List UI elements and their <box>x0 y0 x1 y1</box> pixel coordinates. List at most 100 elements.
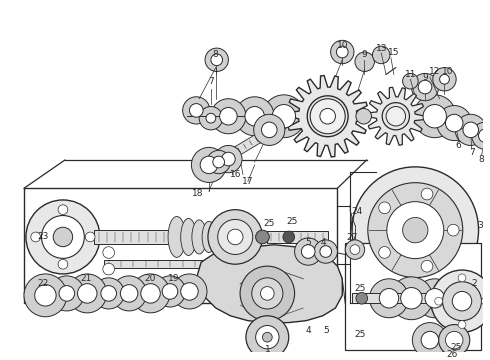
Circle shape <box>262 122 277 138</box>
Circle shape <box>235 97 274 136</box>
Circle shape <box>263 95 305 138</box>
Circle shape <box>310 99 345 134</box>
Polygon shape <box>199 151 232 173</box>
Circle shape <box>356 292 368 304</box>
Text: 9: 9 <box>422 73 428 82</box>
Circle shape <box>387 202 444 258</box>
Circle shape <box>172 274 207 309</box>
Circle shape <box>418 80 432 94</box>
Circle shape <box>352 167 479 293</box>
Circle shape <box>221 152 235 166</box>
Circle shape <box>101 285 117 301</box>
Circle shape <box>200 156 218 174</box>
Circle shape <box>307 96 348 137</box>
Circle shape <box>154 276 186 307</box>
Text: 25: 25 <box>286 217 297 226</box>
Circle shape <box>442 282 482 321</box>
Circle shape <box>440 75 449 84</box>
Circle shape <box>458 274 466 282</box>
Circle shape <box>53 227 73 247</box>
Ellipse shape <box>168 216 186 257</box>
Circle shape <box>26 200 100 274</box>
Circle shape <box>439 325 470 356</box>
Circle shape <box>463 122 479 138</box>
Circle shape <box>423 104 446 128</box>
Circle shape <box>263 332 272 342</box>
Circle shape <box>141 284 160 303</box>
Circle shape <box>413 323 447 357</box>
Text: 25: 25 <box>264 219 275 228</box>
Ellipse shape <box>192 220 206 254</box>
Circle shape <box>369 279 409 318</box>
Bar <box>345 243 482 350</box>
Text: 4: 4 <box>321 238 327 247</box>
Circle shape <box>246 316 289 359</box>
Text: 2: 2 <box>472 279 477 288</box>
Circle shape <box>256 325 279 349</box>
Text: 4: 4 <box>305 326 311 335</box>
Circle shape <box>112 276 147 311</box>
Circle shape <box>24 274 67 317</box>
Circle shape <box>205 48 228 72</box>
Circle shape <box>256 230 270 244</box>
Circle shape <box>220 108 237 125</box>
Circle shape <box>261 287 274 300</box>
Circle shape <box>190 104 203 117</box>
Circle shape <box>42 216 84 258</box>
Circle shape <box>215 145 242 173</box>
Circle shape <box>416 279 454 318</box>
Circle shape <box>421 188 433 200</box>
Circle shape <box>162 284 178 299</box>
Circle shape <box>59 285 74 301</box>
Circle shape <box>31 232 41 242</box>
Circle shape <box>414 95 456 138</box>
Circle shape <box>431 270 490 332</box>
Circle shape <box>211 99 246 134</box>
Text: 18: 18 <box>192 189 203 198</box>
Circle shape <box>245 107 265 126</box>
Circle shape <box>213 156 224 168</box>
Circle shape <box>272 104 295 128</box>
Circle shape <box>103 247 115 258</box>
Text: 27: 27 <box>346 233 358 242</box>
Text: 19: 19 <box>168 274 180 283</box>
Circle shape <box>49 276 84 311</box>
Circle shape <box>455 114 487 145</box>
Circle shape <box>314 240 338 263</box>
Circle shape <box>350 245 360 255</box>
Circle shape <box>437 105 472 141</box>
Circle shape <box>452 292 472 311</box>
Polygon shape <box>287 76 368 157</box>
Circle shape <box>421 331 439 349</box>
Text: 11: 11 <box>405 70 416 79</box>
Ellipse shape <box>181 219 196 256</box>
Circle shape <box>301 245 315 258</box>
Polygon shape <box>367 87 425 145</box>
Circle shape <box>199 107 222 130</box>
Text: 13: 13 <box>375 44 387 53</box>
Circle shape <box>372 46 390 64</box>
Text: 17: 17 <box>242 177 254 186</box>
Circle shape <box>254 114 285 145</box>
Bar <box>24 188 338 303</box>
Circle shape <box>421 260 433 272</box>
Circle shape <box>183 97 210 124</box>
Circle shape <box>320 108 336 124</box>
Circle shape <box>445 114 463 132</box>
Text: 6: 6 <box>455 141 461 150</box>
Text: 25: 25 <box>450 343 462 352</box>
Text: 24: 24 <box>351 207 363 216</box>
Circle shape <box>218 220 253 255</box>
Circle shape <box>403 73 418 89</box>
Circle shape <box>207 150 230 174</box>
Circle shape <box>472 122 490 149</box>
Circle shape <box>192 147 226 183</box>
Polygon shape <box>196 245 343 323</box>
Circle shape <box>252 278 283 309</box>
Circle shape <box>337 46 348 58</box>
Circle shape <box>294 238 322 265</box>
Bar <box>352 293 452 303</box>
Circle shape <box>121 285 138 302</box>
Text: 10: 10 <box>337 41 348 50</box>
Circle shape <box>93 278 124 309</box>
